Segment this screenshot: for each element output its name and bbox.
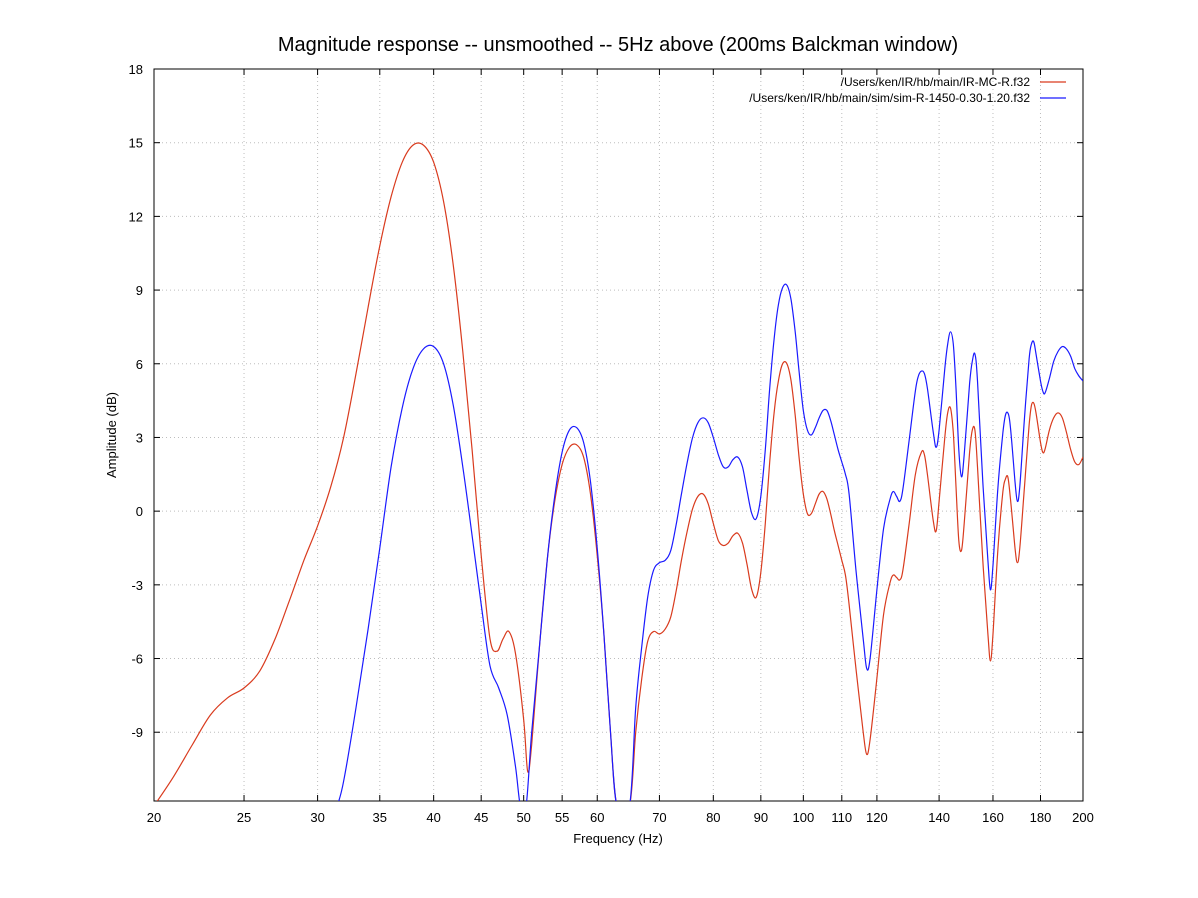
legend-label-1: /Users/ken/IR/hb/main/IR-MC-R.f32 bbox=[841, 75, 1031, 89]
plot-frame bbox=[153, 68, 1084, 802]
y-tick-label: 3 bbox=[136, 430, 143, 445]
x-tick-label: 35 bbox=[373, 810, 387, 825]
x-tick-label: 25 bbox=[237, 810, 251, 825]
x-tick-label: 50 bbox=[516, 810, 530, 825]
y-tick-label: 9 bbox=[136, 283, 143, 298]
legend: /Users/ken/IR/hb/main/IR-MC-R.f32/Users/… bbox=[749, 75, 1066, 105]
y-tick-label: -9 bbox=[131, 725, 143, 740]
chart-title: Magnitude response -- unsmoothed -- 5Hz … bbox=[277, 34, 959, 56]
series-line-1 bbox=[156, 142, 1083, 801]
y-tick-label: 12 bbox=[129, 209, 143, 224]
x-tick-label: 45 bbox=[474, 810, 488, 825]
axis-ticks: 20 25 30 35 40 45 50 55 60 70 80 90 100 110 120 140 160 1… bbox=[129, 62, 1094, 825]
x-tick-label: 120 bbox=[866, 810, 888, 825]
y-tick-label: 6 bbox=[136, 357, 143, 372]
x-tick-label: 180 bbox=[1030, 810, 1052, 825]
x-tick-label: 100 bbox=[792, 810, 814, 825]
x-tick-label: 30 bbox=[310, 810, 324, 825]
x-tick-label: 40 bbox=[426, 810, 440, 825]
x-tick-label: 160 bbox=[982, 810, 1004, 825]
y-tick-label: -6 bbox=[131, 652, 143, 667]
y-tick-label: 0 bbox=[136, 504, 143, 519]
x-axis-label: Frequency (Hz) bbox=[573, 831, 663, 846]
x-tick-label: 55 bbox=[555, 810, 569, 825]
y-tick-label: 18 bbox=[129, 62, 143, 77]
legend-label-2: /Users/ken/IR/hb/main/sim/sim-R-1450-0.3… bbox=[749, 91, 1030, 105]
x-tick-label: 60 bbox=[590, 810, 604, 825]
grid bbox=[153, 68, 1084, 801]
y-axis-label: Amplitude (dB) bbox=[104, 392, 119, 478]
x-tick-label: 20 bbox=[147, 810, 161, 825]
series-line-2 bbox=[338, 283, 1083, 801]
x-tick-label: 140 bbox=[928, 810, 950, 825]
x-tick-label: 110 bbox=[831, 810, 852, 825]
x-tick-label: 70 bbox=[652, 810, 666, 825]
x-tick-label: 80 bbox=[706, 810, 720, 825]
y-tick-label: -3 bbox=[131, 578, 143, 593]
series-layer bbox=[156, 142, 1083, 801]
x-tick-label: 90 bbox=[754, 810, 768, 825]
y-tick-label: 15 bbox=[129, 136, 143, 151]
x-tick-label: 200 bbox=[1072, 810, 1094, 825]
